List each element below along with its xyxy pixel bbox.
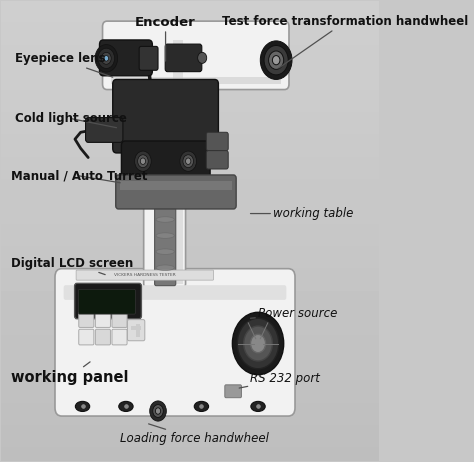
- FancyBboxPatch shape: [136, 324, 140, 337]
- Text: Manual / Auto Turret: Manual / Auto Turret: [11, 170, 147, 183]
- FancyBboxPatch shape: [55, 269, 295, 416]
- FancyBboxPatch shape: [85, 117, 123, 142]
- FancyBboxPatch shape: [173, 40, 182, 284]
- FancyBboxPatch shape: [113, 79, 219, 153]
- FancyBboxPatch shape: [131, 326, 141, 330]
- FancyBboxPatch shape: [206, 132, 228, 151]
- Ellipse shape: [156, 217, 174, 222]
- Circle shape: [135, 151, 151, 171]
- Circle shape: [155, 408, 161, 414]
- FancyBboxPatch shape: [120, 182, 232, 190]
- Text: Encoder: Encoder: [135, 16, 196, 61]
- Circle shape: [183, 155, 193, 168]
- Circle shape: [137, 155, 148, 168]
- FancyBboxPatch shape: [112, 329, 127, 345]
- FancyBboxPatch shape: [79, 329, 94, 345]
- FancyBboxPatch shape: [100, 40, 152, 76]
- Circle shape: [140, 158, 146, 164]
- FancyBboxPatch shape: [144, 37, 186, 287]
- FancyBboxPatch shape: [102, 21, 289, 90]
- Ellipse shape: [194, 401, 209, 412]
- Ellipse shape: [251, 401, 265, 412]
- Text: RS 232 port: RS 232 port: [239, 372, 320, 388]
- FancyBboxPatch shape: [128, 320, 145, 341]
- FancyBboxPatch shape: [78, 289, 136, 314]
- Circle shape: [244, 326, 273, 361]
- Circle shape: [150, 401, 166, 421]
- Circle shape: [250, 334, 265, 353]
- FancyBboxPatch shape: [116, 175, 236, 209]
- Circle shape: [237, 318, 279, 369]
- Text: Loading force handwheel: Loading force handwheel: [120, 424, 269, 445]
- Circle shape: [95, 44, 118, 72]
- Circle shape: [269, 51, 284, 69]
- FancyBboxPatch shape: [225, 385, 241, 398]
- Circle shape: [198, 52, 207, 63]
- Text: working panel: working panel: [11, 362, 128, 384]
- Circle shape: [186, 158, 191, 164]
- FancyBboxPatch shape: [155, 201, 176, 286]
- FancyBboxPatch shape: [95, 312, 110, 328]
- Text: Cold light source: Cold light source: [15, 112, 127, 128]
- Circle shape: [98, 48, 115, 68]
- FancyBboxPatch shape: [139, 46, 158, 70]
- Text: Power source: Power source: [250, 307, 337, 320]
- Circle shape: [273, 55, 280, 65]
- FancyBboxPatch shape: [64, 285, 286, 300]
- FancyBboxPatch shape: [165, 44, 202, 72]
- Circle shape: [104, 55, 109, 61]
- Text: Test force transformation handwheel: Test force transformation handwheel: [222, 15, 468, 68]
- FancyBboxPatch shape: [206, 151, 228, 169]
- Text: Eyepiece lens: Eyepiece lens: [15, 52, 113, 77]
- Text: working table: working table: [250, 207, 354, 220]
- Circle shape: [232, 312, 284, 375]
- Circle shape: [180, 151, 197, 171]
- Ellipse shape: [156, 249, 174, 255]
- Circle shape: [260, 41, 292, 79]
- Text: VICKERS HARDNESS TESTER: VICKERS HARDNESS TESTER: [114, 273, 176, 277]
- FancyBboxPatch shape: [112, 312, 127, 328]
- Ellipse shape: [156, 265, 174, 270]
- Ellipse shape: [156, 233, 174, 238]
- FancyBboxPatch shape: [79, 312, 94, 328]
- Circle shape: [101, 52, 111, 64]
- FancyBboxPatch shape: [95, 329, 110, 345]
- Ellipse shape: [75, 401, 90, 412]
- Ellipse shape: [119, 401, 133, 412]
- FancyBboxPatch shape: [111, 77, 281, 84]
- Text: Digital LCD screen: Digital LCD screen: [11, 257, 133, 274]
- FancyBboxPatch shape: [76, 270, 213, 280]
- FancyBboxPatch shape: [121, 141, 210, 182]
- FancyBboxPatch shape: [74, 283, 141, 319]
- Circle shape: [153, 405, 164, 418]
- Circle shape: [264, 45, 288, 75]
